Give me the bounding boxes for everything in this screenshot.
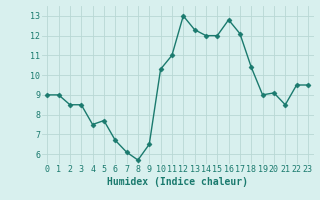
X-axis label: Humidex (Indice chaleur): Humidex (Indice chaleur) bbox=[107, 177, 248, 187]
